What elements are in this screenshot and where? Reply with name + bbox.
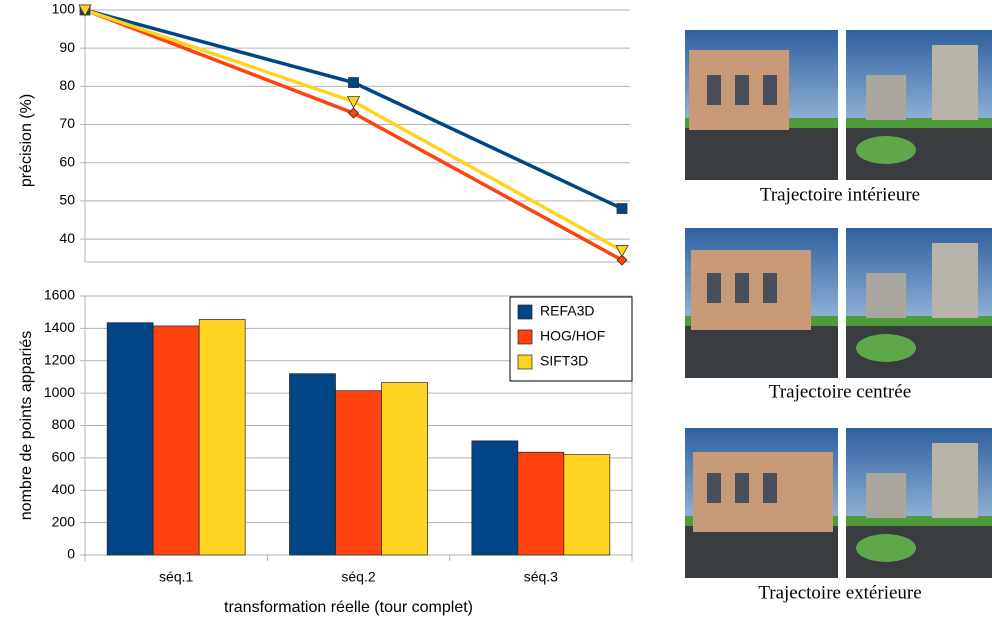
y-tick-label: 70 [59,115,75,131]
y-tick-label: 800 [52,416,76,432]
photo-building [932,243,978,318]
photo-panels: Trajectoire intérieure Trajectoire centré… [685,30,992,603]
y-axis-label: précision (%) [18,94,35,187]
legend-swatch [517,304,533,320]
y-tick-label: 60 [59,153,75,169]
photo-window [707,473,721,503]
y-tick-label: 80 [59,77,75,93]
bar [381,382,428,556]
photo-building [932,443,978,518]
y-tick-label: 1400 [44,319,75,335]
bar [106,322,154,556]
y-tick-label: 90 [59,39,75,55]
photo-grass [846,316,992,326]
photo-window [707,75,721,105]
line-series [84,8,623,262]
photo-window [735,473,749,503]
photo-caption: Trajectoire intérieure [760,184,920,205]
x-axis-label: transformation réelle (tour complet) [224,599,473,616]
bar [563,454,611,556]
y-tick-label: 40 [59,230,75,246]
photo-building [866,75,906,120]
plots: 40 50 60 70 80 90 100 précision (%) 0 200 400 600 80… [18,1,633,616]
x-tick-label: séq.3 [524,569,558,585]
x-tick-label: séq.1 [159,569,193,585]
photo-ground [685,523,838,578]
photo-ground [685,323,838,378]
bar [198,319,246,556]
y-tick-label: 50 [59,192,75,208]
legend-label: SIFT3D [540,353,588,369]
photo-building [866,273,906,318]
y-tick-label: 100 [52,1,76,17]
point [615,245,629,258]
y-tick-label: 200 [52,513,76,529]
y-tick-label: 1200 [44,351,75,367]
photo-window [735,273,749,303]
photo-ground [685,125,838,180]
legend-label: HOG/HOF [540,328,605,344]
y-tick-label: 1600 [44,287,75,303]
photo-grass [846,516,992,526]
bar [335,390,382,556]
photo-window [763,273,777,303]
photo-building [866,473,906,518]
x-tick-label: séq.2 [341,569,375,585]
photo-grass [856,334,916,362]
legend-swatch [517,354,533,370]
photo-window [763,473,777,503]
y-tick-label: 1000 [44,384,75,400]
bar [289,373,336,556]
point [616,203,628,214]
photo-window [735,75,749,105]
y-tick-label: 600 [52,449,76,465]
photo-grass [846,118,992,128]
point [78,4,92,17]
legend-swatch [517,329,533,345]
photo-grass [856,534,916,562]
y-axis-label: nombre de points appariés [18,331,35,520]
bar [471,440,519,556]
photo-building [932,45,978,120]
bar [517,451,565,556]
photo-window [763,75,777,105]
point [347,107,360,119]
point [346,96,361,109]
photo-window [707,273,721,303]
legend-label: REFA3D [540,303,594,319]
photo-grass [856,136,916,164]
photo-caption: Trajectoire extérieure [758,582,921,603]
point [616,254,628,266]
y-tick-label: 0 [67,546,75,562]
photo-caption: Trajectoire centrée [769,381,911,402]
bar [152,325,200,556]
point [348,77,359,88]
y-tick-label: 400 [52,481,76,497]
